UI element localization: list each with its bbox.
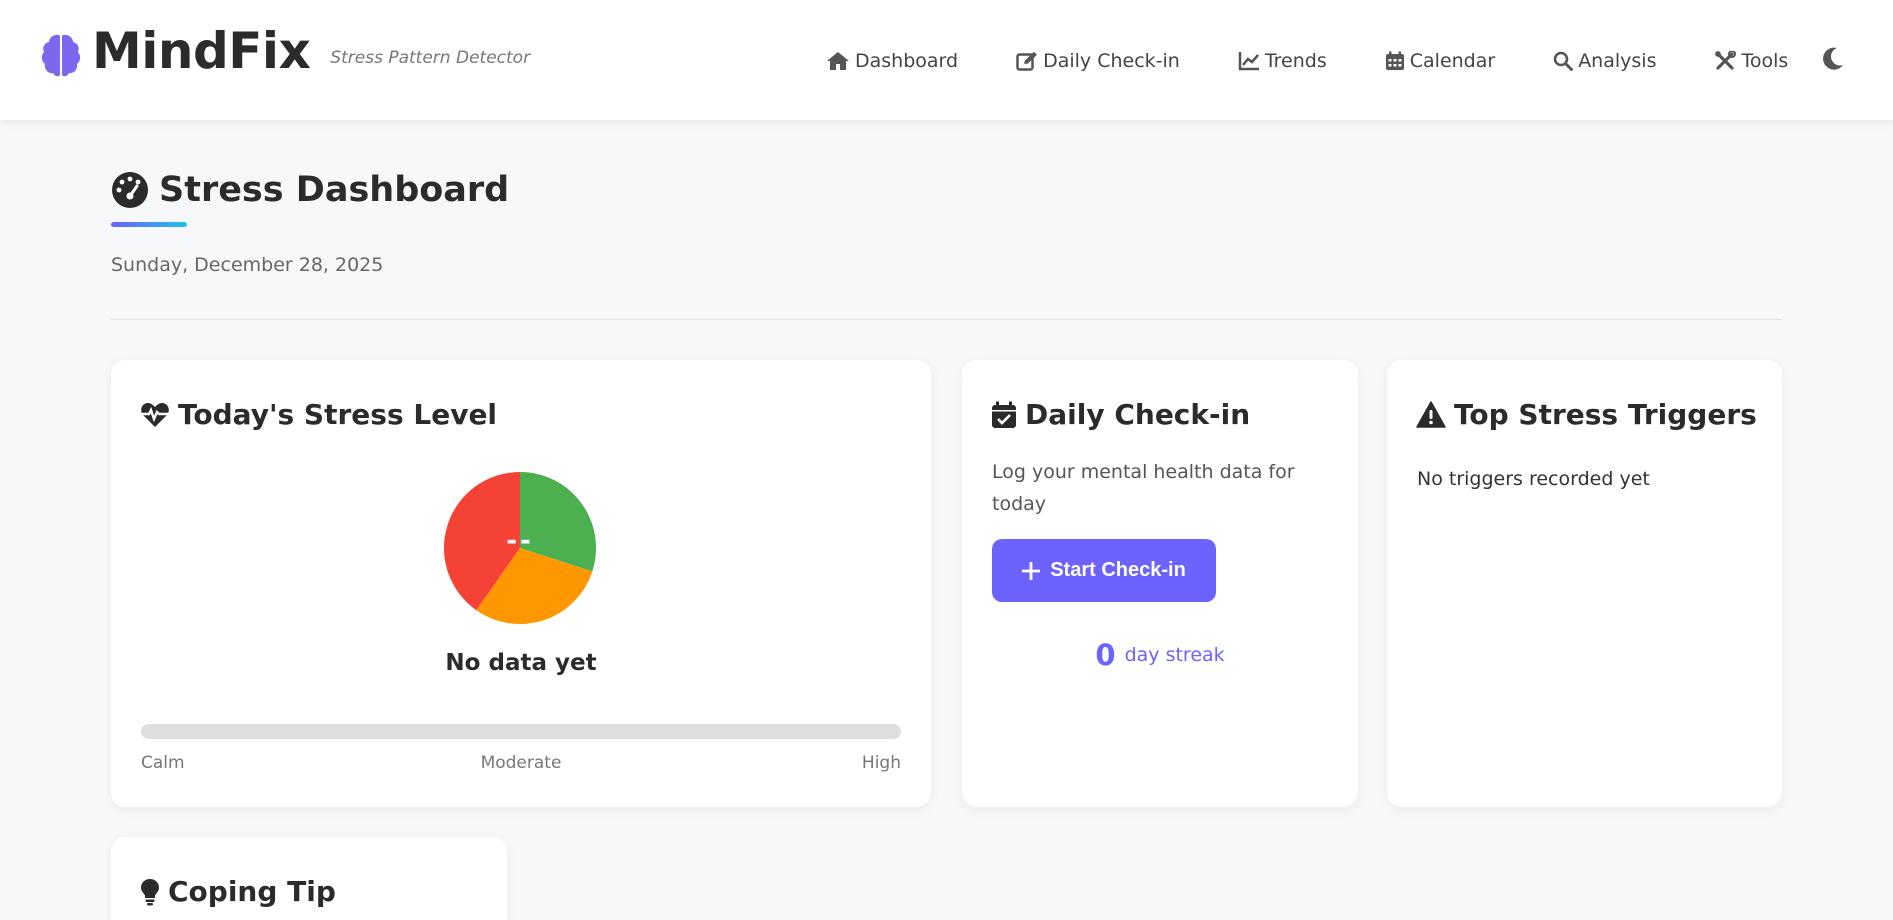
brand-subtitle: Stress Pattern Detector xyxy=(330,48,531,68)
nav-label: Tools xyxy=(1741,50,1789,72)
page-title: Stress Dashboard xyxy=(111,170,509,210)
brain-icon xyxy=(41,34,81,77)
card-title-text: Daily Check-in xyxy=(1025,398,1251,431)
title-underline xyxy=(111,222,187,227)
daily-checkin-card: Daily Check-in Log your mental health da… xyxy=(962,360,1358,807)
card-title-text: Today's Stress Level xyxy=(178,398,498,431)
calendar-check-icon xyxy=(992,401,1016,428)
nav-daily-checkin[interactable]: Daily Check-in xyxy=(1016,50,1180,72)
chart-line-icon xyxy=(1238,52,1259,71)
nav-label: Trends xyxy=(1264,50,1327,72)
card-title: Top Stress Triggers xyxy=(1416,398,1757,431)
coping-tip-card: Coping Tip xyxy=(111,837,507,920)
gauge-icon xyxy=(112,172,148,208)
scale-label-moderate: Moderate xyxy=(480,753,562,773)
tools-icon xyxy=(1715,51,1737,70)
warning-icon xyxy=(1416,401,1446,428)
streak-count: 0 xyxy=(1095,638,1116,672)
streak-label: day streak xyxy=(1124,644,1225,666)
nav-label: Calendar xyxy=(1409,50,1496,72)
triggers-empty-state: No triggers recorded yet xyxy=(1417,468,1650,490)
start-checkin-button[interactable]: Start Check-in xyxy=(992,539,1216,602)
nav-label: Daily Check-in xyxy=(1043,50,1180,72)
gauge-segment-high xyxy=(444,472,520,611)
moon-icon xyxy=(1823,47,1843,70)
stress-triggers-card: Top Stress Triggers No triggers recorded… xyxy=(1387,360,1782,807)
nav-dashboard[interactable]: Dashboard xyxy=(826,50,958,72)
gauge-segment-moderate xyxy=(476,548,593,624)
search-icon xyxy=(1553,51,1574,71)
edit-icon xyxy=(1016,51,1038,71)
divider xyxy=(111,319,1782,320)
checkin-description: Log your mental health data for today xyxy=(992,461,1295,515)
brand[interactable]: MindFix Stress Pattern Detector xyxy=(40,22,530,80)
gauge-value: -- xyxy=(506,526,534,556)
nav-calendar[interactable]: Calendar xyxy=(1385,50,1495,72)
brand-name: MindFix xyxy=(92,22,311,80)
top-navbar: MindFix Stress Pattern Detector Dashboar… xyxy=(0,0,1893,120)
button-label: Start Check-in xyxy=(1050,559,1186,581)
current-date: Sunday, December 28, 2025 xyxy=(111,254,384,276)
nav-trends[interactable]: Trends xyxy=(1238,50,1327,72)
nav-label: Dashboard xyxy=(855,50,959,72)
home-icon xyxy=(827,52,849,70)
gauge-segment-calm xyxy=(520,472,596,572)
main-nav: Dashboard Daily Check-in Trends Calendar… xyxy=(826,46,1846,76)
plus-icon xyxy=(1022,561,1041,580)
card-title: Daily Check-in xyxy=(991,398,1250,431)
stress-gauge xyxy=(444,472,596,624)
theme-toggle[interactable] xyxy=(1822,47,1844,75)
nav-tools[interactable]: Tools xyxy=(1714,50,1788,72)
card-title-text: Coping Tip xyxy=(168,875,336,908)
streak-counter: 0 day streak xyxy=(962,638,1358,672)
card-title-text: Top Stress Triggers xyxy=(1454,398,1757,431)
nav-label: Analysis xyxy=(1578,50,1657,72)
scale-label-high: High xyxy=(861,753,901,773)
heartbeat-icon xyxy=(141,402,169,427)
card-title: Today's Stress Level xyxy=(140,398,497,431)
lightbulb-icon xyxy=(141,878,159,905)
page-title-text: Stress Dashboard xyxy=(159,170,510,210)
scale-label-calm: Calm xyxy=(141,753,185,773)
calendar-icon xyxy=(1385,51,1404,70)
card-title: Coping Tip xyxy=(140,875,336,908)
stress-level-card: Today's Stress Level -- No data yet Calm… xyxy=(111,360,931,807)
stress-progress-bar xyxy=(141,724,901,739)
stress-status: No data yet xyxy=(445,650,597,676)
nav-analysis[interactable]: Analysis xyxy=(1553,50,1656,72)
